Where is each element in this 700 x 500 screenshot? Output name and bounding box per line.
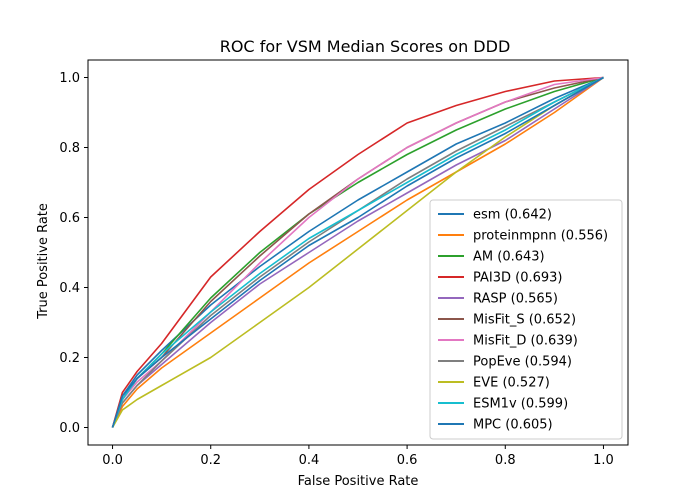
- y-tick-label: 0.8: [59, 141, 80, 156]
- x-tick-label: 0.8: [495, 453, 516, 468]
- y-tick-label: 0.2: [59, 351, 80, 366]
- series-line-6: [111, 76, 604, 428]
- legend-entry: PopEve (0.594): [473, 355, 572, 370]
- axes-frame: [87, 59, 629, 446]
- legend-entry: esm (0.642): [473, 208, 552, 223]
- series-line-3: [111, 76, 604, 428]
- x-tick-label: 0.2: [200, 453, 221, 468]
- x-tick-label: 0.6: [397, 453, 418, 468]
- chart-title: ROC for VSM Median Scores on DDD: [220, 37, 511, 56]
- legend-entry: MisFit_D (0.639): [473, 334, 578, 349]
- y-tick-label: 0.4: [59, 281, 80, 296]
- x-tick-label: 0.0: [102, 453, 123, 468]
- legend-box: [429, 199, 623, 440]
- legend-entry: PAI3D (0.693): [473, 271, 563, 286]
- series-lines: [111, 76, 604, 428]
- y-tick-label: 0.0: [59, 421, 80, 436]
- x-axis-label: False Positive Rate: [298, 474, 419, 489]
- series-line-10: [111, 76, 604, 428]
- x-tick-label: 0.4: [299, 453, 320, 468]
- axes: 0.0 0.2 0.4 0.6 0.8 1.0 0.0 0.2 0.4 0.6 0.8 1.0: [59, 59, 629, 468]
- series-line-1: [111, 76, 604, 428]
- y-axis-label: True Positive Rate: [36, 203, 51, 320]
- x-tick-label: 1.0: [593, 453, 614, 468]
- legend-entry: MisFit_S (0.652): [473, 313, 576, 328]
- legend-entry: EVE (0.527): [473, 376, 550, 391]
- legend-entry: ESM1v (0.599): [473, 397, 568, 412]
- legend-entry: RASP (0.565): [473, 292, 558, 307]
- series-line-8: [111, 76, 604, 428]
- y-tick-label: 1.0: [59, 71, 80, 86]
- legend-entry: proteinmpnn (0.556): [473, 229, 608, 244]
- legend-entry: MPC (0.605): [473, 418, 553, 433]
- series-line-0: [111, 76, 604, 428]
- series-line-7: [111, 76, 604, 428]
- y-tick-label: 0.6: [59, 211, 80, 226]
- legend-entry: AM (0.643): [473, 250, 545, 265]
- legend: esm (0.642) proteinmpnn (0.556) AM (0.643)…: [429, 199, 623, 440]
